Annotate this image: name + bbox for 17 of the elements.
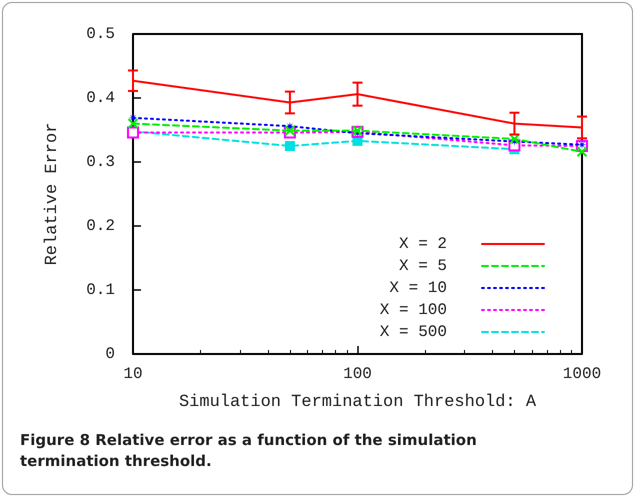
y-tick-label: 0.2 — [86, 217, 115, 235]
y-tick-label: 0.4 — [86, 89, 115, 107]
x-tick-label: 1000 — [562, 365, 602, 383]
legend-label: X = 10 — [389, 279, 447, 297]
legend-label: X = 2 — [398, 235, 447, 253]
text: Figure 8 Relative error as a function of the simulation termination threshold. — [20, 430, 478, 472]
x-tick-label: 10 — [123, 365, 143, 383]
y-tick-label: 0.1 — [86, 281, 115, 299]
legend-label: X = 100 — [380, 301, 447, 319]
x-axis-title: Simulation Termination Threshold: A — [178, 393, 537, 412]
y-tick-label: 0.5 — [86, 25, 115, 43]
x-tick-label: 100 — [343, 365, 372, 383]
y-tick-label: 0.3 — [86, 153, 115, 171]
legend-label: X = 5 — [398, 257, 447, 275]
y-axis-title: Relative Error — [43, 122, 62, 266]
legend-label: X = 500 — [380, 323, 447, 341]
y-tick-label: 0 — [105, 345, 115, 363]
